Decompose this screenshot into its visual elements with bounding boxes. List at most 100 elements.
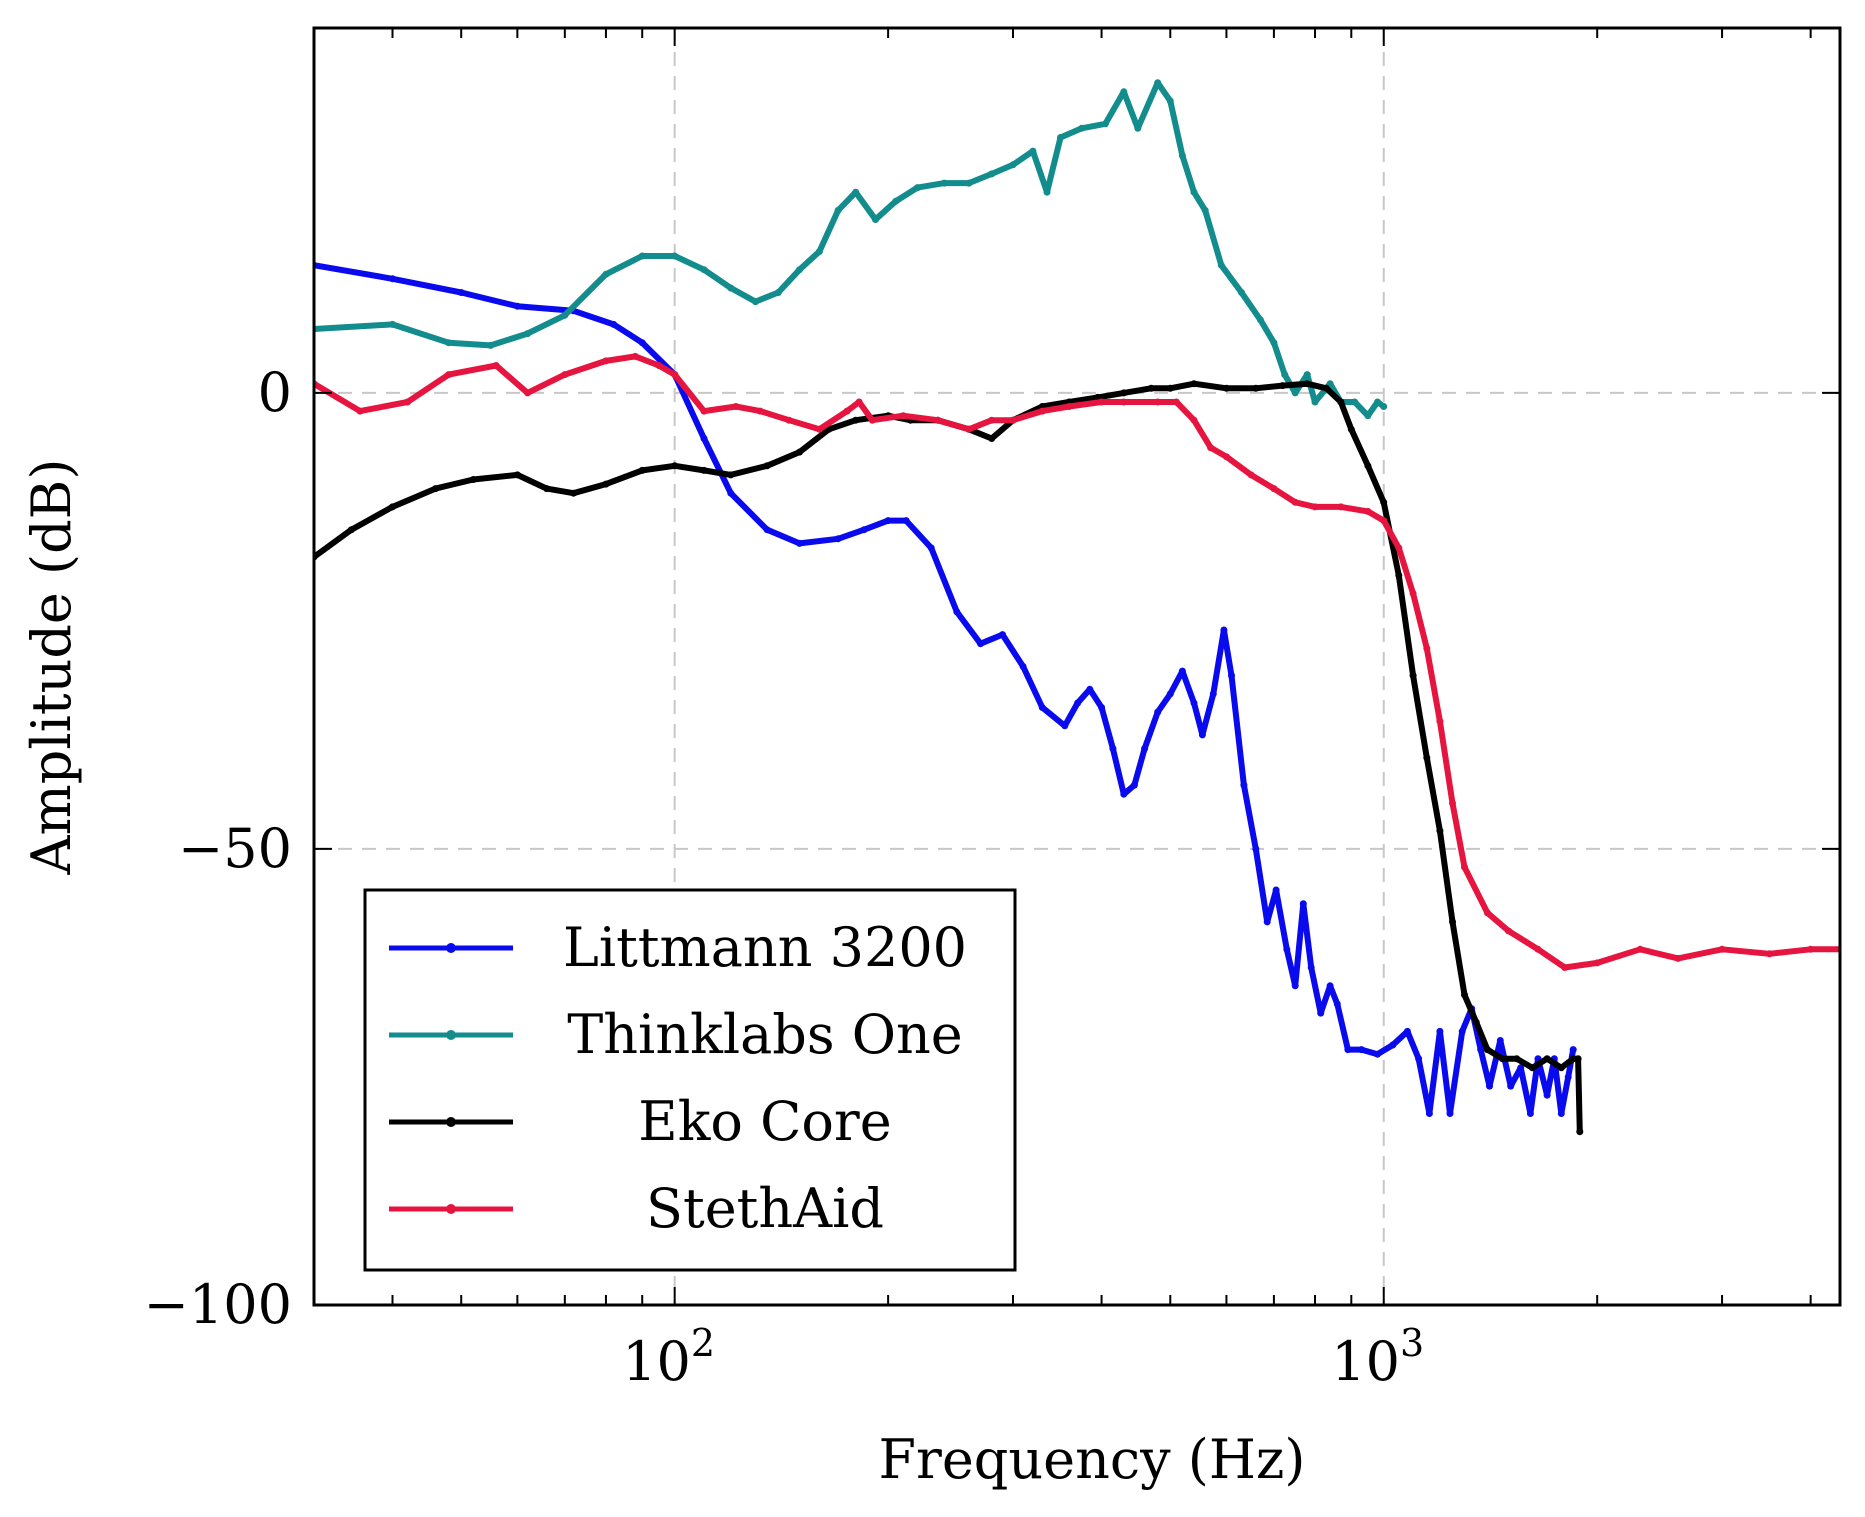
y-tick-label: 0 (258, 361, 292, 424)
data-point (671, 252, 679, 260)
x-tick-label: 103 (1331, 1321, 1424, 1393)
data-point (1423, 754, 1431, 762)
data-point (1718, 945, 1726, 953)
data-point (1147, 384, 1155, 392)
data-point (1009, 416, 1017, 424)
data-point (1436, 717, 1444, 725)
data-point (1766, 950, 1773, 958)
data-point (492, 362, 500, 369)
data-point (1009, 161, 1017, 169)
data-point (1207, 444, 1215, 452)
series-3 (314, 352, 1840, 971)
y-tick-label: −50 (178, 817, 292, 880)
legend-label: Eko Core (638, 1090, 891, 1153)
data-point (953, 608, 961, 616)
data-point (1374, 1050, 1381, 1058)
data-point (860, 526, 868, 534)
data-point (1094, 393, 1102, 401)
axis-ticks (314, 28, 1840, 1306)
data-point (1513, 1055, 1521, 1063)
data-point (756, 407, 764, 415)
data-point (1061, 722, 1069, 730)
data-point (884, 517, 892, 525)
data-point (1019, 663, 1027, 670)
data-point (1078, 124, 1086, 132)
data-point (671, 371, 679, 379)
data-point (855, 398, 863, 406)
data-point (1351, 398, 1359, 406)
data-point (1291, 982, 1299, 990)
data-point (561, 371, 569, 379)
data-point (1557, 1110, 1565, 1117)
data-point (1409, 672, 1417, 680)
data-point (1461, 991, 1468, 999)
data-point (1209, 690, 1217, 698)
data-point (602, 270, 610, 278)
data-point (1043, 188, 1051, 196)
data-point (1380, 517, 1388, 525)
data-point (1423, 644, 1431, 652)
data-point (1057, 134, 1064, 141)
data-point (1141, 745, 1149, 753)
data-point (700, 466, 708, 474)
data-point (988, 416, 996, 424)
data-point (638, 466, 646, 474)
data-point (1222, 384, 1230, 392)
data-point (602, 357, 610, 365)
data-point (1291, 389, 1299, 397)
data-point (796, 448, 803, 456)
data-point (1576, 1128, 1584, 1136)
data-point (347, 526, 355, 534)
data-point (389, 275, 396, 283)
data-point (1389, 1041, 1397, 1049)
data-point (1425, 1110, 1433, 1117)
data-point (1281, 371, 1289, 379)
data-point (1395, 571, 1403, 579)
data-point (1380, 403, 1388, 410)
data-point (1569, 1046, 1577, 1054)
data-point (543, 485, 551, 493)
plot-area (314, 79, 1840, 1136)
data-point (445, 371, 453, 379)
tick-labels: 0 −50 −100 102 103 (144, 361, 1425, 1393)
data-point (1178, 152, 1186, 160)
data-point (1074, 699, 1082, 707)
data-point (1561, 964, 1569, 971)
data-point (1458, 1027, 1466, 1035)
data-point (1307, 964, 1315, 971)
data-point (752, 298, 759, 306)
legend-swatch-marker (446, 1204, 456, 1214)
data-point (1347, 425, 1355, 433)
y-tick-label: −100 (144, 1273, 292, 1336)
data-point (1240, 781, 1248, 789)
data-point (988, 170, 996, 178)
data-point (914, 184, 921, 192)
data-point (432, 485, 439, 493)
data-point (610, 320, 618, 328)
data-point (1120, 398, 1128, 406)
data-point (1380, 498, 1388, 506)
data-point (1461, 863, 1468, 871)
legend: Littmann 3200 Thinklabs One Eko Core StethA… (363, 888, 1017, 1272)
data-point (469, 476, 477, 483)
data-point (965, 179, 973, 187)
data-point (1505, 927, 1513, 935)
data-point (1038, 407, 1046, 415)
data-point (1534, 945, 1542, 953)
data-point (1311, 398, 1319, 406)
legend-swatch-marker (446, 943, 456, 953)
data-point (487, 341, 495, 349)
data-point (1198, 731, 1206, 739)
data-point (1486, 1082, 1493, 1090)
data-point (1477, 1046, 1485, 1054)
data-point (1120, 790, 1128, 798)
data-point (1252, 845, 1260, 853)
data-point (1098, 704, 1106, 711)
data-point (774, 289, 782, 296)
data-point (1436, 1027, 1444, 1035)
data-point (727, 471, 735, 479)
data-point (1344, 1046, 1352, 1054)
data-point (1166, 690, 1174, 698)
data-point (389, 503, 396, 511)
data-point (524, 330, 531, 338)
